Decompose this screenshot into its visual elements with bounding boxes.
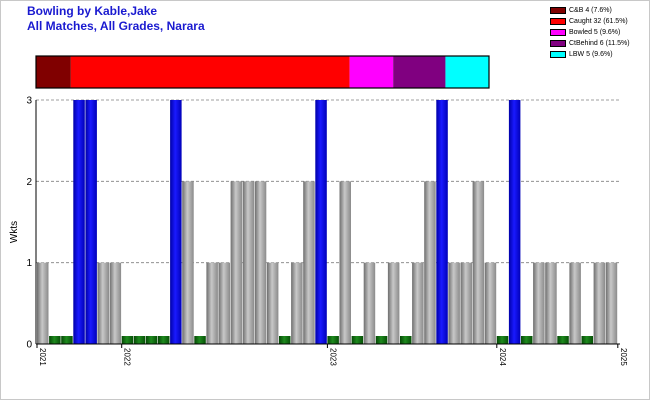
summary-segment-caught (70, 56, 350, 88)
bar-match-4 (73, 100, 85, 344)
bar-match-2 (49, 336, 61, 344)
axes: 2021 2022 2023 2024 2025 (35, 100, 628, 366)
legend-label-bowled: Bowled 5 (9.6%) (569, 29, 621, 36)
bar-match-47 (593, 262, 606, 344)
bar-match-15 (206, 262, 218, 344)
bar-match-42 (533, 262, 545, 344)
bar-match-36 (460, 262, 472, 344)
x-tick-label-2022: 2022 (123, 348, 132, 366)
bar-match-40 (508, 100, 521, 344)
legend-label-lbw: LBW 5 (9.6%) (569, 51, 613, 58)
legend-label-caught: Caught 32 (61.5%) (569, 18, 628, 25)
y-tick-label-3: 3 (26, 96, 32, 107)
y-tick-label-0: 0 (26, 340, 32, 351)
legend-item-bowled: Bowled 5 (9.6%) (550, 27, 630, 38)
bar-match-46 (581, 336, 593, 344)
bar-match-33 (424, 181, 436, 344)
bar-match-18 (242, 181, 255, 344)
bar-match-21 (279, 336, 291, 344)
summary-bar-border (35, 55, 490, 89)
bar-match-45 (569, 262, 581, 344)
legend-item-caught: Caught 32 (61.5%) (550, 16, 630, 27)
bar-match-14 (194, 336, 206, 344)
gridlines: 0 1 2 3 (26, 96, 620, 351)
summary-segment-ctbehind (393, 56, 446, 88)
legend-swatch-bowled (550, 29, 566, 36)
dismissal-summary-bar (35, 55, 490, 89)
legend-swatch-lbw (550, 51, 566, 58)
y-tick-label-1: 1 (26, 258, 32, 269)
bar-match-28 (363, 262, 376, 344)
bar-match-6 (97, 262, 109, 344)
bar-match-34 (436, 100, 448, 344)
bar-match-16 (218, 262, 230, 344)
bar-match-11 (158, 336, 170, 344)
legend-item-lbw: LBW 5 (9.6%) (550, 49, 630, 60)
bar-match-31 (400, 336, 412, 344)
legend-swatch-caught (550, 18, 566, 25)
bar-match-41 (521, 336, 533, 344)
bar-match-13 (182, 181, 194, 344)
summary-segment-lbw (445, 56, 489, 88)
bar-match-24 (315, 100, 327, 344)
legend-swatch-ctbehind (550, 40, 566, 47)
bar-match-12 (170, 100, 182, 344)
legend-swatch-cb (550, 7, 566, 14)
bars (37, 100, 618, 344)
bar-match-48 (605, 262, 618, 344)
bar-match-32 (412, 262, 424, 344)
summary-segment-c-b (36, 56, 71, 88)
legend-label-cb: C&B 4 (7.6%) (569, 7, 612, 14)
chart-subtitle: All Matches, All Grades, Narara (27, 19, 205, 33)
bar-match-22 (291, 262, 303, 344)
bar-match-17 (230, 181, 243, 344)
legend: C&B 4 (7.6%) Caught 32 (61.5%) Bowled 5 … (550, 5, 630, 60)
legend-item-ctbehind: CtBehind 6 (11.5%) (550, 38, 630, 49)
chart-title: Bowling by Kable,Jake (27, 4, 158, 18)
x-tick-label-2025: 2025 (619, 348, 628, 366)
bar-match-29 (375, 336, 388, 344)
bar-match-35 (448, 262, 460, 344)
bar-match-9 (133, 336, 146, 344)
y-axis-label: Wkts (9, 221, 20, 243)
bar-match-5 (85, 100, 97, 344)
bar-match-25 (327, 336, 339, 344)
bar-match-43 (545, 262, 557, 344)
bar-match-8 (121, 336, 134, 344)
bar-match-1 (37, 262, 49, 344)
x-tick-label-2024: 2024 (498, 348, 507, 366)
bar-match-23 (303, 181, 315, 344)
bar-match-39 (496, 336, 509, 344)
x-tick-label-2021: 2021 (38, 348, 47, 366)
summary-segment-bowled (349, 56, 394, 88)
bar-match-3 (61, 336, 73, 344)
bar-match-37 (472, 181, 485, 344)
bar-match-38 (484, 262, 497, 344)
x-tick-label-2023: 2023 (328, 348, 337, 366)
bar-match-20 (266, 262, 279, 344)
bar-match-7 (109, 262, 122, 344)
y-tick-label-2: 2 (26, 177, 32, 188)
bar-match-44 (557, 336, 569, 344)
bar-match-27 (351, 336, 364, 344)
legend-label-ctbehind: CtBehind 6 (11.5%) (569, 40, 630, 47)
bar-match-26 (339, 181, 351, 344)
legend-item-cb: C&B 4 (7.6%) (550, 5, 630, 16)
bar-match-30 (387, 262, 400, 344)
bar-match-19 (254, 181, 267, 344)
bar-match-10 (145, 336, 158, 344)
